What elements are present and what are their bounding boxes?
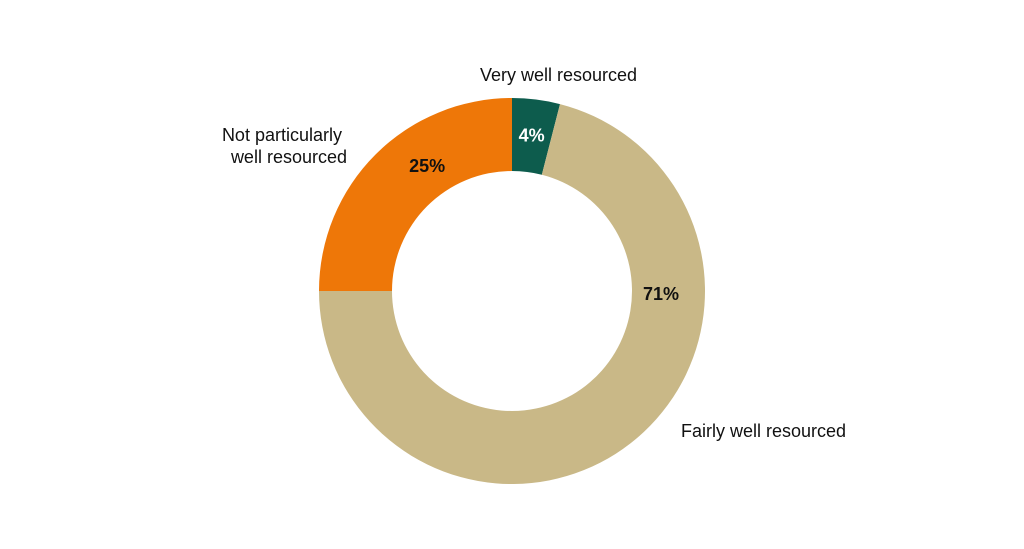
category-label-very-well-resourced: Very well resourced — [480, 65, 637, 85]
slice-fairly-well-resourced — [319, 104, 705, 485]
category-label-not-particularly-well-resourced: Not particularly well resourced — [222, 125, 347, 167]
percentage-label-very-well-resourced: 4% — [519, 126, 545, 146]
category-label-fairly-well-resourced: Fairly well resourced — [681, 421, 846, 441]
percentage-label-not-particularly-well-resourced: 25% — [409, 156, 445, 176]
percentage-labels: 4% 71% 25% — [409, 126, 679, 304]
slice-very-well-resourced — [512, 98, 560, 175]
slice-not-particularly-well-resourced — [319, 98, 512, 291]
percentage-label-fairly-well-resourced: 71% — [643, 284, 679, 304]
donut-slices — [319, 98, 705, 485]
